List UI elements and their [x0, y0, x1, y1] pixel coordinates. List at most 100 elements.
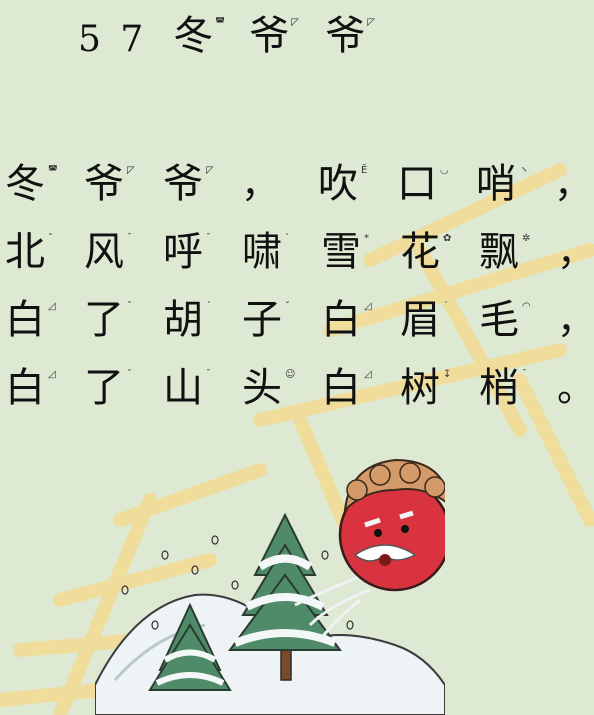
poem-character: 花 ✿: [399, 228, 478, 276]
pinyin-hint-icon: ✲: [522, 233, 531, 244]
pinyin-hint-icon: ◸: [206, 165, 214, 176]
poem-line-2: 北 ˇ 风 ˉ 呼 ˉ 啸 ˋ 雪 * 花 ✿ 飘 ✲，: [4, 208, 594, 276]
pinyin-hint-icon: ˉ: [127, 233, 132, 244]
hanzi-character: 白: [321, 365, 361, 411]
pinyin-hint-icon: Ē: [361, 165, 368, 176]
poem-character: 白 ◿: [320, 364, 399, 412]
pinyin-hint-icon: ◿: [48, 369, 56, 380]
pinyin-hint-icon: ◚: [48, 165, 58, 176]
hanzi-character: 毛: [479, 297, 519, 343]
pinyin-hint-icon: ◠: [522, 301, 531, 312]
pinyin-hint-icon: ◸: [367, 17, 379, 28]
poem-character: 头 ☺: [241, 364, 320, 412]
hanzi-character: 山: [163, 365, 203, 411]
poem-character: 了 ˘: [83, 296, 162, 344]
pinyin-hint-icon: ◡: [440, 165, 449, 176]
title-character: 爷 ◸: [249, 12, 299, 60]
punctuation: ，: [557, 230, 594, 274]
poem-character: 毛 ◠: [478, 296, 557, 344]
pinyin-hint-icon: ˉ: [206, 233, 211, 244]
punctuation: ，: [554, 162, 593, 206]
hanzi-character: 哨: [476, 161, 516, 207]
hanzi-character: 冬: [173, 13, 218, 59]
hanzi-character: 雪: [321, 229, 361, 275]
hanzi-character: 白: [5, 365, 45, 411]
hanzi-character: 了: [84, 297, 124, 343]
hanzi-character: 梢: [479, 365, 519, 411]
punctuation: ，: [241, 162, 280, 206]
poem-character: 爷 ◸: [162, 160, 241, 208]
poem-line-4: 白 ◿ 了 ˘ 山 ˉ 头 ☺ 白 ◿ 树 ↧ 梢 ˉ。: [4, 344, 594, 412]
poem-character: 口 ◡: [396, 160, 475, 208]
hanzi-character: 爷: [84, 161, 124, 207]
hanzi-character: 头: [242, 365, 282, 411]
pinyin-hint-icon: ˉ: [522, 369, 527, 380]
pinyin-hint-icon: ヽ: [519, 165, 529, 176]
poem-character: 冬 ◚: [4, 160, 83, 208]
pinyin-hint-icon: ˊ: [443, 301, 448, 312]
pinyin-hint-icon: ˇ: [285, 301, 290, 312]
poem-character: 爷 ◸: [83, 160, 162, 208]
hanzi-character: 北: [5, 229, 45, 275]
hanzi-character: 口: [397, 161, 437, 207]
lesson-number: 5 7: [78, 19, 148, 60]
punctuation: 。: [557, 366, 594, 410]
hanzi-character: 爷: [249, 13, 294, 59]
hanzi-character: 子: [242, 297, 282, 343]
pinyin-hint-icon: ✿: [443, 233, 452, 244]
poem-character: 雪 *: [320, 228, 399, 276]
hanzi-character: 爷: [163, 161, 203, 207]
pinyin-hint-icon: ˇ: [48, 233, 53, 244]
poem-character: 白 ◿: [4, 364, 83, 412]
hanzi-character: 树: [400, 365, 440, 411]
pinyin-hint-icon: ˊ: [206, 301, 211, 312]
punctuation: ，: [557, 298, 594, 342]
hanzi-character: 花: [400, 229, 440, 275]
hanzi-character: 飘: [479, 229, 519, 275]
poem-character: 白 ◿: [4, 296, 83, 344]
poem-character: 哨ヽ: [475, 160, 554, 208]
pinyin-hint-icon: ◿: [48, 301, 56, 312]
hanzi-character: 眉: [400, 297, 440, 343]
wind-lines-icon: [294, 573, 371, 641]
hanzi-character: 冬: [5, 161, 45, 207]
poem-line-1: 冬 ◚ 爷 ◸ 爷 ◸，吹 Ē 口 ◡ 哨ヽ，: [4, 140, 593, 208]
pinyin-hint-icon: ˘: [127, 369, 132, 380]
title-characters: 冬 ◚ 爷 ◸ 爷 ◸: [173, 12, 401, 60]
pinyin-hint-icon: ◚: [215, 17, 229, 28]
hanzi-character: 胡: [163, 297, 203, 343]
pinyin-hint-icon: ◿: [364, 301, 372, 312]
pinyin-hint-icon: *: [364, 233, 369, 244]
hanzi-character: 风: [84, 229, 124, 275]
title-character: 爷 ◸: [325, 12, 375, 60]
lesson-title: 5 7 冬 ◚ 爷 ◸ 爷 ◸: [78, 12, 401, 60]
title-character: 冬 ◚: [173, 12, 225, 60]
hanzi-character: 爷: [325, 13, 370, 59]
hanzi-character: 吹: [318, 161, 358, 207]
hanzi-character: 啸: [242, 229, 282, 275]
hanzi-character: 白: [5, 297, 45, 343]
pinyin-hint-icon: ◿: [364, 369, 372, 380]
pinyin-hint-icon: ☺: [285, 369, 296, 380]
poem-character: 了 ˘: [83, 364, 162, 412]
poem-character: 白 ◿: [320, 296, 399, 344]
pinyin-hint-icon: ˘: [127, 301, 132, 312]
pinyin-hint-icon: ˉ: [206, 369, 211, 380]
pine-tree-icon: [228, 512, 342, 681]
poem: 冬 ◚ 爷 ◸ 爷 ◸，吹 Ē 口 ◡ 哨ヽ，北 ˇ 风 ˉ 呼 ˉ 啸 ˋ 雪 * 花 ✿ 飘 ✲，白 ◿ 了 ˘ 胡 ˊ 子 ˇ 白 ◿ 眉…: [4, 140, 594, 412]
winter-grandpa-illustration: [95, 458, 445, 715]
poem-line-3: 白 ◿ 了 ˘ 胡 ˊ 子 ˇ 白 ◿ 眉 ˊ 毛 ◠，: [4, 276, 594, 344]
grandpa-face-icon: [338, 458, 445, 592]
pinyin-hint-icon: ◸: [291, 17, 303, 28]
small-pine-tree-icon: [148, 602, 232, 691]
